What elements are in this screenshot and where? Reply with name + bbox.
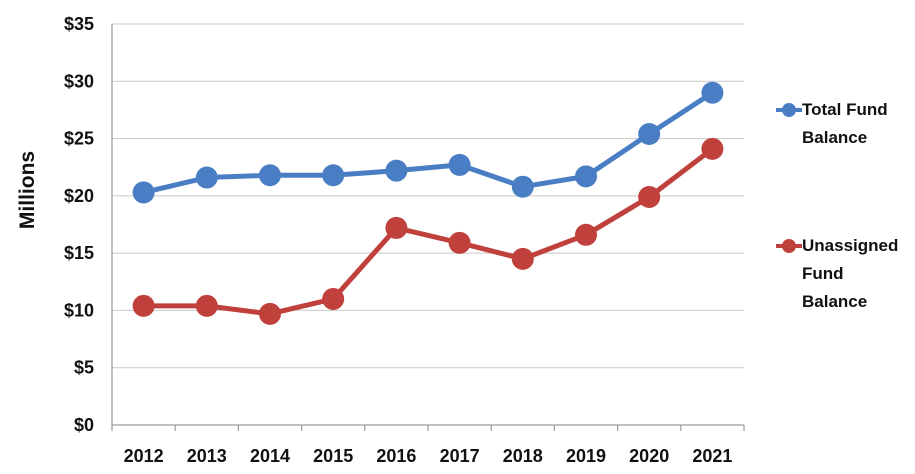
legend-swatch-unassigned	[776, 239, 802, 253]
x-tick-label: 2015	[313, 446, 353, 466]
x-tick-label: 2016	[376, 446, 416, 466]
data-point	[195, 166, 218, 189]
x-tick-label: 2019	[566, 446, 606, 466]
data-point	[322, 164, 345, 187]
data-point	[448, 153, 471, 176]
data-point	[132, 181, 155, 204]
data-point	[259, 302, 281, 325]
y-tick-label: $20	[64, 186, 94, 206]
gridlines	[112, 23, 744, 369]
data-point	[132, 294, 155, 317]
x-tick-label: 2020	[629, 446, 669, 466]
data-point	[638, 186, 661, 209]
data-point	[385, 159, 408, 182]
data-point	[448, 231, 471, 254]
x-tick-label: 2012	[124, 446, 164, 466]
series-line-0	[141, 90, 715, 195]
legend-label-line: Unassigned	[802, 236, 899, 255]
y-tick-label: $10	[64, 300, 94, 320]
y-tick-label: $5	[74, 358, 94, 378]
data-point	[511, 175, 534, 198]
legend-label-line: Balance	[802, 128, 868, 147]
x-tick-label: 2018	[503, 446, 543, 466]
data-point	[385, 216, 408, 239]
data-point	[322, 287, 345, 310]
data-point	[575, 223, 597, 246]
data-point	[511, 247, 534, 270]
y-axis-label: Millions	[16, 151, 39, 229]
x-tick-label: 2013	[187, 446, 227, 466]
y-tick-label: $25	[64, 129, 94, 149]
data-point	[701, 81, 724, 104]
y-tick-label: $30	[64, 71, 94, 91]
legend-item-total-fund-balance: Total Fund Balance	[776, 96, 915, 152]
data-point	[195, 294, 218, 317]
legend: Unassigned Fund Balance	[776, 232, 915, 316]
data-point	[701, 137, 724, 160]
series-group	[132, 81, 724, 325]
legend: Total Fund Balance	[776, 96, 915, 152]
y-tick-labels: $0 $5 $10 $15 $20 $25 $30 $35	[64, 14, 94, 435]
legend-label-line: Balance	[802, 292, 868, 311]
axes	[111, 24, 745, 431]
x-tick-label: 2014	[250, 446, 290, 466]
data-point	[259, 164, 281, 187]
x-tick-labels: 2012 2013 2014 2015 2016 2017 2018 2019 2020 2021	[124, 446, 733, 466]
y-tick-label: $35	[64, 14, 94, 34]
x-tick-label: 2017	[440, 446, 480, 466]
legend-label-line: Fund	[802, 264, 844, 283]
y-tick-label: $15	[64, 243, 94, 263]
data-point	[638, 122, 661, 145]
legend-label-line: Total Fund	[802, 100, 888, 119]
y-tick-label: $0	[74, 415, 94, 435]
x-tick-label: 2021	[692, 446, 732, 466]
data-point	[575, 165, 597, 188]
series-line-1	[141, 146, 715, 317]
legend-item-unassigned-fund-balance: Unassigned Fund Balance	[776, 232, 915, 316]
legend-swatch-total	[776, 103, 802, 117]
